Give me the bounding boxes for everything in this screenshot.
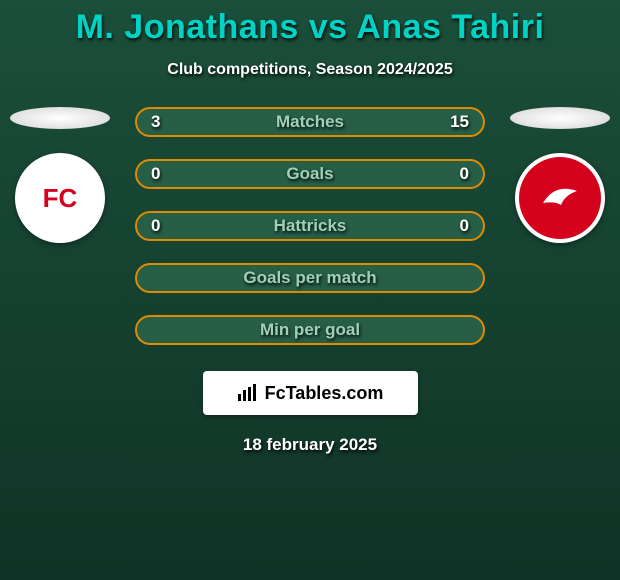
page-title: M. Jonathans vs Anas Tahiri bbox=[0, 0, 620, 47]
bar-chart-icon bbox=[237, 384, 259, 402]
stat-rows: 3 Matches 15 0 Goals 0 0 Hattricks 0 Goals per ma… bbox=[135, 107, 485, 345]
player-right bbox=[510, 107, 610, 243]
stat-label: Matches bbox=[276, 112, 344, 132]
stat-label: Goals bbox=[286, 164, 333, 184]
player-left: FC bbox=[10, 107, 110, 243]
stat-value-left: 3 bbox=[151, 112, 181, 132]
stat-row: 0 Goals 0 bbox=[135, 159, 485, 189]
stat-value-left: 0 bbox=[151, 216, 181, 236]
almere-bird-icon bbox=[535, 173, 585, 223]
stat-row: 3 Matches 15 bbox=[135, 107, 485, 137]
stat-label: Hattricks bbox=[274, 216, 347, 236]
brand-badge: FcTables.com bbox=[203, 371, 418, 415]
player-silhouette-right bbox=[510, 107, 610, 129]
stat-row: 0 Hattricks 0 bbox=[135, 211, 485, 241]
badge-text-left: FC bbox=[43, 183, 78, 214]
stat-value-right: 0 bbox=[439, 164, 469, 184]
stat-row: Goals per match bbox=[135, 263, 485, 293]
stat-label: Goals per match bbox=[243, 268, 376, 288]
player-silhouette-left bbox=[10, 107, 110, 129]
stat-value-right: 15 bbox=[439, 112, 469, 132]
stat-value-right: 0 bbox=[439, 216, 469, 236]
brand-text: FcTables.com bbox=[265, 383, 384, 404]
subtitle: Club competitions, Season 2024/2025 bbox=[0, 61, 620, 79]
stat-row: Min per goal bbox=[135, 315, 485, 345]
content-area: FC 3 Matches 15 0 Goals 0 0 Hattricks 0 Goals per… bbox=[0, 107, 620, 455]
almere-city-badge bbox=[515, 153, 605, 243]
comparison-card: M. Jonathans vs Anas Tahiri Club competi… bbox=[0, 0, 620, 580]
stat-value-left: 0 bbox=[151, 164, 181, 184]
fc-utrecht-badge: FC bbox=[15, 153, 105, 243]
stat-label: Min per goal bbox=[260, 320, 360, 340]
date-label: 18 february 2025 bbox=[0, 435, 620, 455]
